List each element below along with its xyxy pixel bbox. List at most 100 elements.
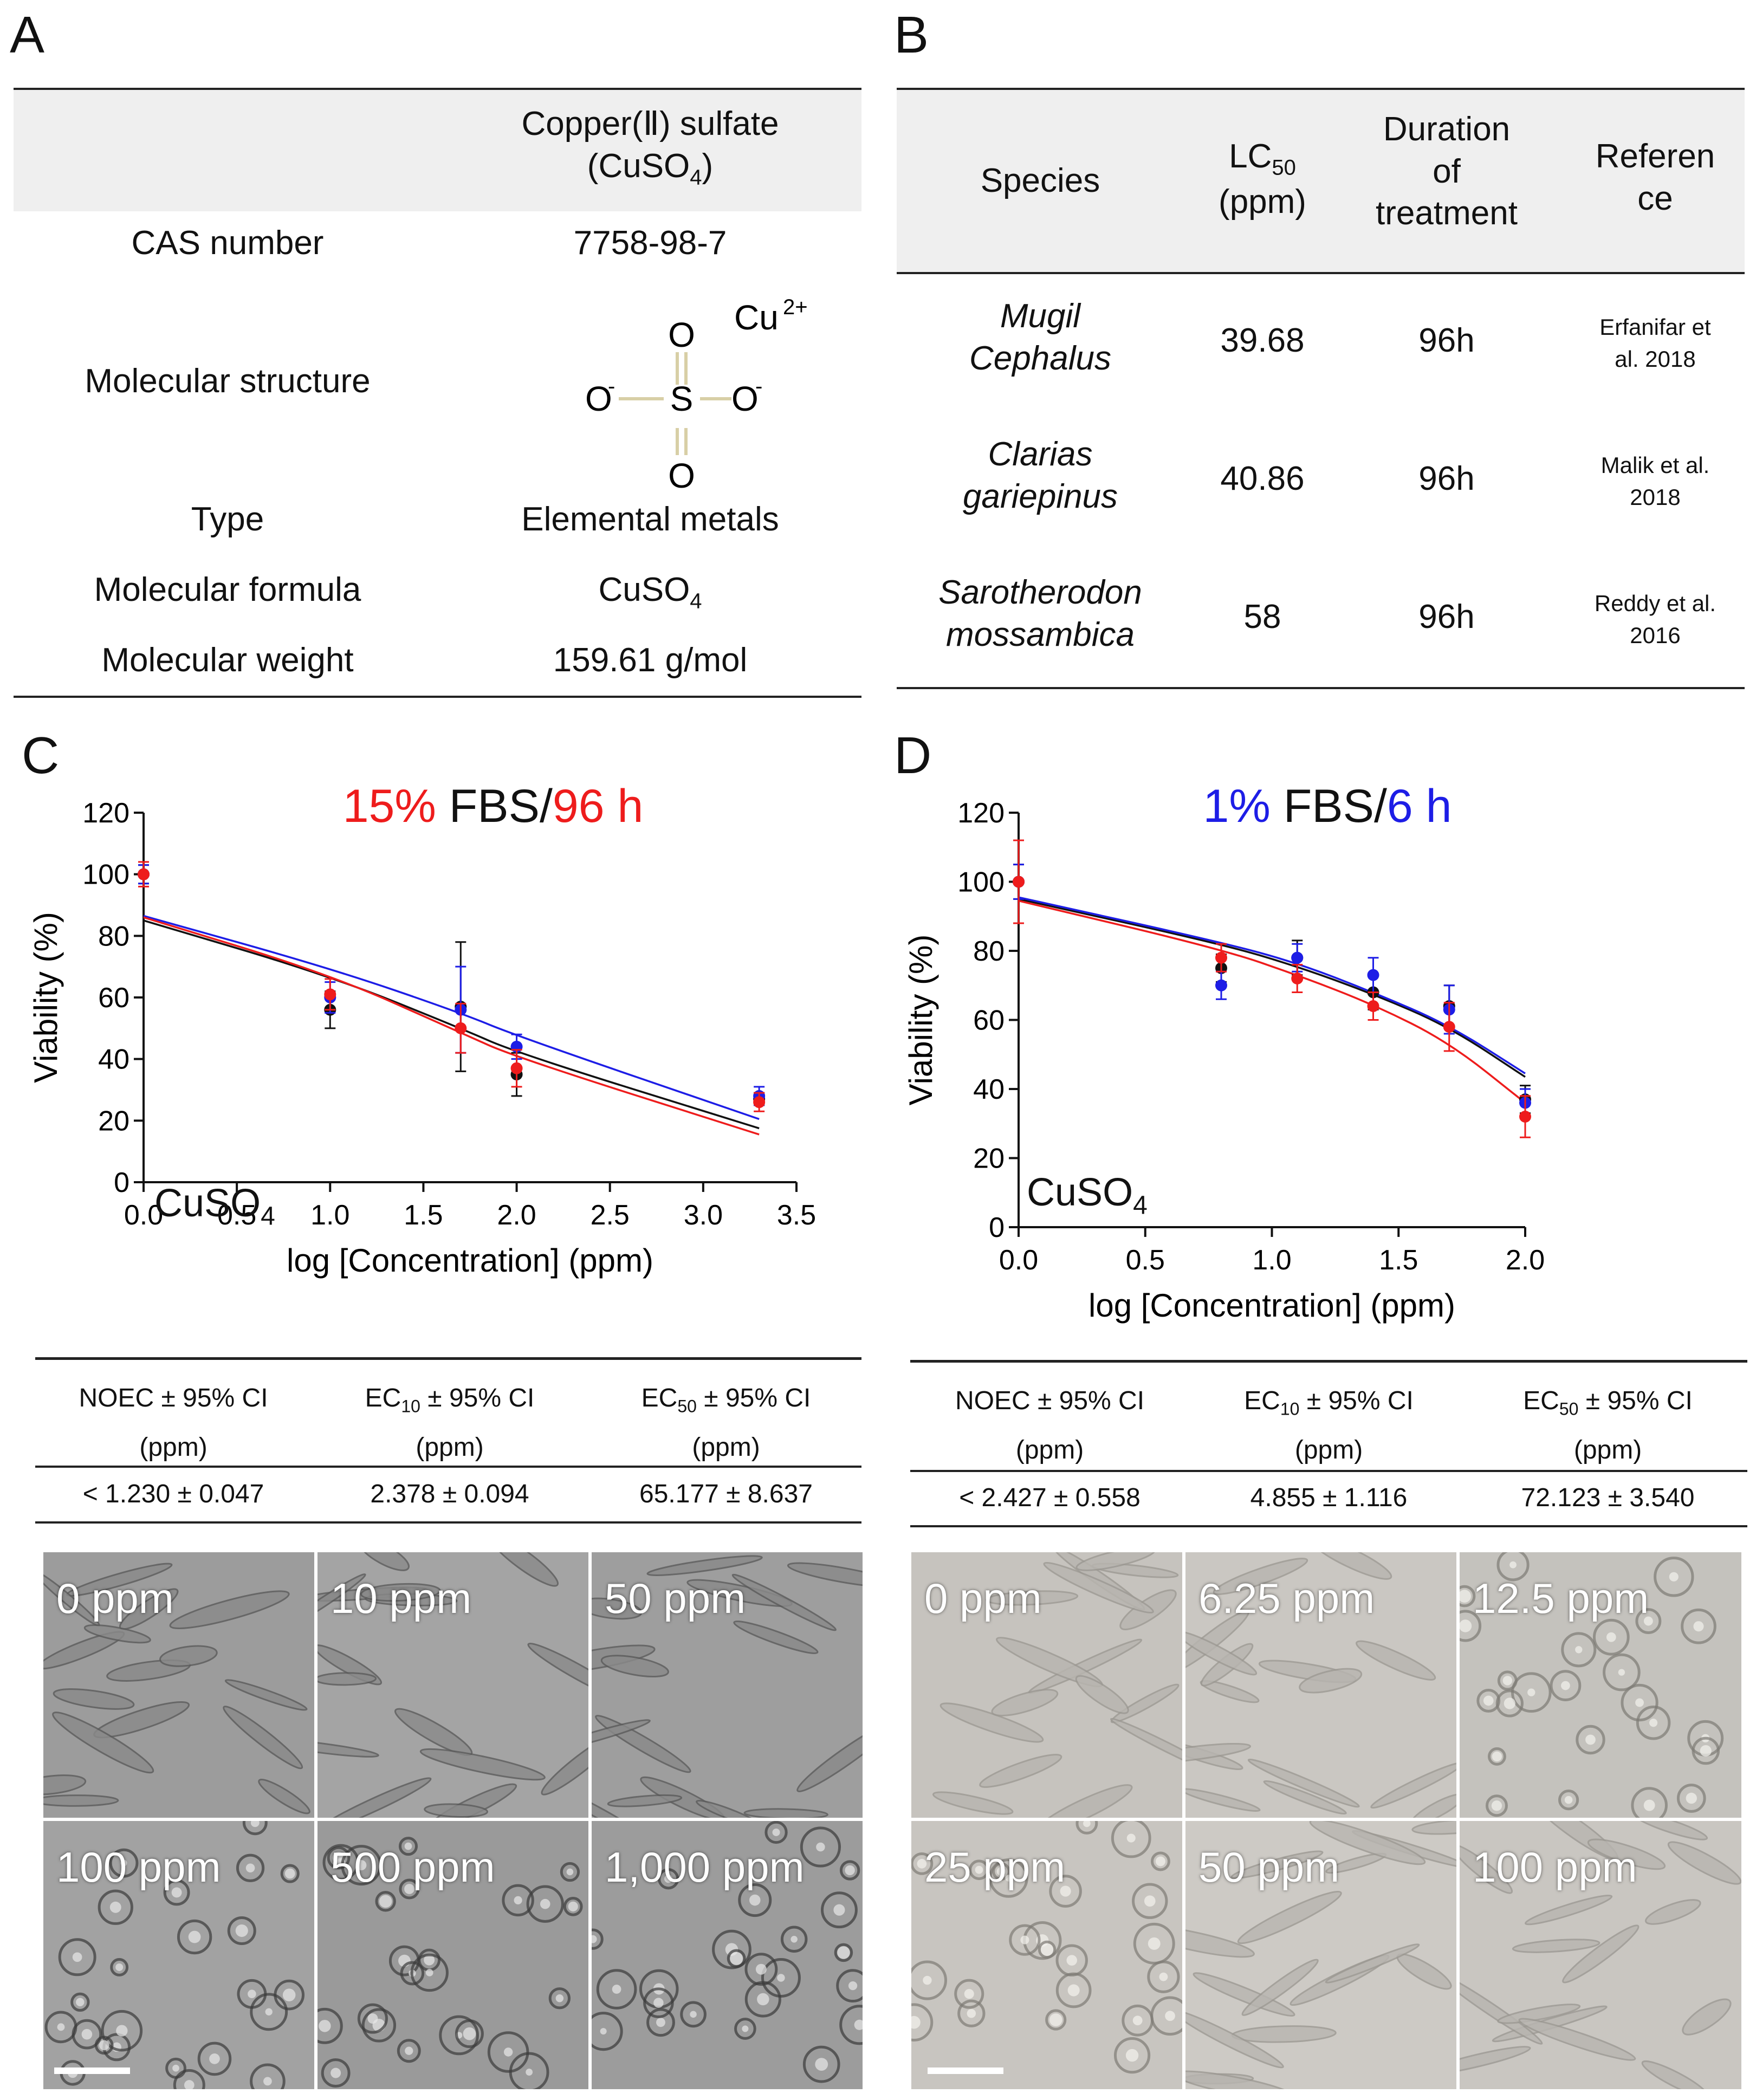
cell-highlight	[1635, 1698, 1644, 1707]
cell-shape	[1496, 1552, 1530, 1582]
micrograph-label: 100 ppm	[1473, 1843, 1637, 1891]
cell-shape	[1487, 1747, 1506, 1766]
cell-highlight	[115, 1963, 124, 1971]
molecular-structure: O S O O - O - Cu 2+	[585, 295, 808, 495]
cell-highlight	[1575, 1646, 1583, 1654]
panel-a-bottom-rule	[14, 696, 861, 698]
cell-shape	[802, 2045, 840, 2083]
cell-shape	[424, 1803, 488, 1818]
cell-highlight	[1067, 1984, 1080, 1997]
cell-shape	[839, 1860, 860, 1881]
cell-shape	[327, 1846, 351, 1870]
cell-shape	[548, 1987, 571, 2010]
cell-shape	[1632, 1821, 1708, 1840]
cell-shape	[83, 1624, 151, 1644]
micrograph-d-3: 12.5 ppm	[1460, 1552, 1741, 1818]
cell-highlight	[742, 2025, 749, 2032]
compound-line2: (CuSO4)	[587, 147, 714, 189]
cell-shape	[1592, 1618, 1630, 1656]
cell-highlight	[109, 1901, 121, 1913]
cell-highlight	[1083, 1821, 1091, 1827]
cell-shape	[400, 1961, 425, 1986]
y-axis-label: Viability (%)	[903, 935, 939, 1106]
cell-highlight	[1040, 1943, 1054, 1956]
cell-highlight	[540, 1898, 550, 1909]
y-tick-label: 120	[957, 798, 1005, 829]
x-tick-label: 1.0	[310, 1200, 349, 1231]
cell-shape	[1185, 2070, 1295, 2089]
cell-shape	[1681, 1608, 1716, 1644]
cell-shape	[1561, 1632, 1597, 1668]
cell-shape	[1460, 1973, 1543, 2045]
cell-shape	[1237, 1890, 1342, 1945]
cell-shape	[743, 1808, 828, 1818]
cell-shape	[1411, 1821, 1456, 1835]
cell-shape	[592, 1785, 647, 1818]
cell-shape	[163, 1879, 190, 1906]
panel-c-table-bottom-rule	[35, 1521, 861, 1524]
cell-shape	[52, 1712, 154, 1774]
cell-shape	[734, 2018, 756, 2040]
d-header-noec: NOEC ± 95% CI (ppm)	[955, 1386, 1145, 1465]
header-duration: Duration of treatment	[1376, 111, 1518, 232]
cell-shape	[1562, 1924, 1640, 1984]
cell-shape	[43, 1794, 119, 1807]
cell-highlight	[367, 2013, 378, 2024]
cell-shape	[250, 1993, 288, 2031]
x-axis-label: log [Concentration] (ppm)	[287, 1242, 653, 1279]
micrograph-label: 1,000 ppm	[605, 1843, 805, 1891]
cell-highlight	[833, 1904, 845, 1916]
c-value-ec10: 2.378 ± 0.094	[370, 1480, 529, 1508]
data-point-red	[1291, 973, 1304, 984]
cell-highlight	[425, 1969, 433, 1976]
x-tick-label: 3.5	[777, 1200, 816, 1231]
cell-shape	[375, 1891, 396, 1912]
cell-highlight	[319, 2020, 331, 2032]
panel-label-a: A	[10, 6, 45, 64]
cell-shape	[1636, 1706, 1671, 1740]
cell-shape	[727, 1949, 746, 1968]
x-tick-label: 1.0	[1252, 1245, 1291, 1276]
cell-shape	[419, 1748, 546, 1781]
cell-highlight	[1527, 1688, 1535, 1696]
cell-shape	[1654, 1557, 1694, 1597]
cell-shape	[1147, 1960, 1180, 1993]
cell-shape	[70, 1992, 90, 2012]
cell-shape	[1110, 1717, 1182, 1777]
cell-shape	[1603, 1653, 1641, 1691]
y-tick-label: 40	[973, 1074, 1005, 1105]
row-label-weight: Molecular weight	[101, 641, 354, 679]
duration-row-3: 96h	[1418, 598, 1475, 636]
cell-shape	[1299, 1668, 1363, 1694]
cell-shape	[1043, 1561, 1154, 1614]
cell-highlight	[379, 1895, 392, 1908]
panel-label-b: B	[894, 6, 929, 64]
cell-highlight	[514, 1896, 522, 1904]
cell-shape	[361, 2008, 397, 2043]
cell-highlight	[1561, 1681, 1570, 1690]
cell-highlight	[1066, 1955, 1077, 1966]
data-point-blue	[1291, 951, 1304, 964]
micrograph-label: 25 ppm	[924, 1843, 1066, 1891]
micrograph-c-2: 10 ppm	[317, 1552, 588, 1818]
cell-highlight	[404, 1884, 414, 1894]
cell-highlight	[1155, 1856, 1165, 1866]
cell-shape	[1558, 1790, 1579, 1811]
cell-shape	[280, 1864, 300, 1883]
cell-shape	[1460, 1585, 1476, 1608]
row-label-structure: Molecular structure	[85, 362, 371, 400]
duration-row-1: 96h	[1418, 322, 1475, 359]
scale-bar	[54, 2067, 130, 2074]
cell-highlight	[555, 1994, 564, 2002]
cell-shape	[360, 1583, 441, 1602]
chart-d-compound: CuSO4	[1027, 1171, 1148, 1220]
cell-shape	[1110, 1683, 1180, 1723]
micrograph-c-3: 50 ppm	[592, 1552, 863, 1818]
y-tick-label: 100	[82, 859, 129, 891]
fit-curve-blue	[1018, 896, 1526, 1074]
cell-shape	[1035, 1784, 1133, 1818]
cell-highlight	[1483, 1695, 1494, 1706]
cell-highlight	[848, 1981, 858, 1991]
cell-highlight	[72, 1952, 82, 1962]
cell-highlight	[172, 2064, 179, 2072]
